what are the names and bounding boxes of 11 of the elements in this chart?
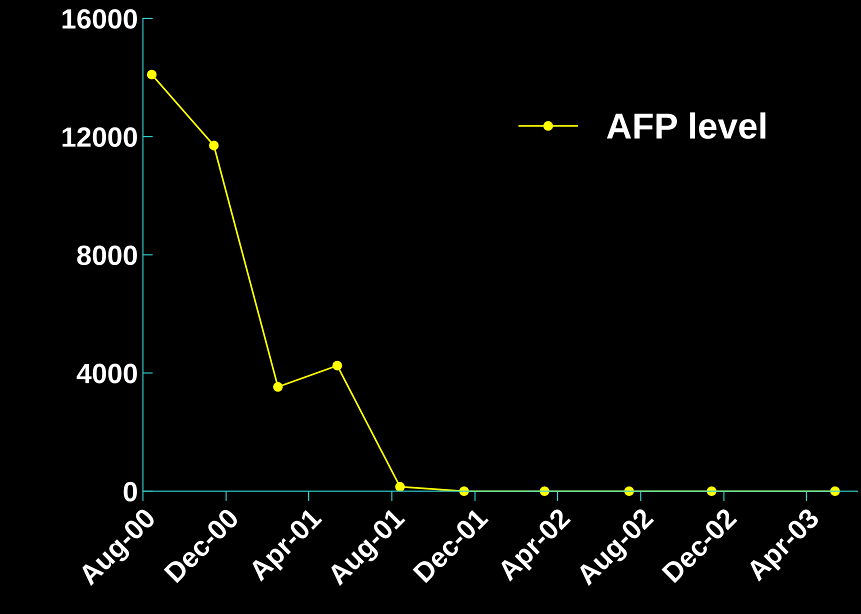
- y-tick-label: 12000: [62, 127, 137, 147]
- y-tick-label: 8000: [77, 245, 137, 266]
- point: [208, 140, 219, 150]
- y-tick-label: 0: [124, 482, 137, 502]
- point: [146, 70, 157, 80]
- point: [273, 382, 283, 392]
- point: [332, 360, 342, 370]
- y-tick-label: 4000: [76, 364, 137, 384]
- legend-label: AFP level: [606, 112, 766, 139]
- y-tick-label: 16000: [62, 9, 137, 29]
- point: [395, 482, 405, 492]
